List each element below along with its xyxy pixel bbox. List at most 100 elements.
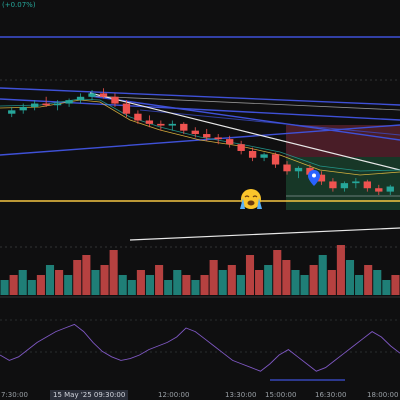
volume-bar[interactable] xyxy=(291,270,300,295)
candle-body[interactable] xyxy=(157,123,165,126)
volume-bar[interactable] xyxy=(36,275,45,295)
candle-body[interactable] xyxy=(76,96,85,101)
candle-body[interactable] xyxy=(375,188,383,192)
candle-body[interactable] xyxy=(306,167,314,175)
time-label-3: 12:00:00 xyxy=(158,391,190,399)
time-label-1: 7:30:00 xyxy=(1,391,28,399)
candle-body[interactable] xyxy=(111,96,119,104)
volume-bar[interactable] xyxy=(164,280,173,295)
candle-body[interactable] xyxy=(99,93,108,97)
volume-bar[interactable] xyxy=(300,275,309,295)
candle-body[interactable] xyxy=(329,181,337,189)
volume-bar[interactable] xyxy=(155,265,164,295)
volume-bar[interactable] xyxy=(218,270,227,295)
candle-body[interactable] xyxy=(363,181,371,189)
trendline-blue-1[interactable] xyxy=(0,87,400,106)
volume-bar[interactable] xyxy=(173,270,182,295)
volume-bar[interactable] xyxy=(191,280,200,295)
time-label-6: 16:30:00 xyxy=(315,391,347,399)
candle-body[interactable] xyxy=(191,130,199,135)
loudly-crying-face-icon xyxy=(240,189,262,209)
candle-body[interactable] xyxy=(271,154,280,165)
volume-bar[interactable] xyxy=(136,270,145,295)
volume-bar[interactable] xyxy=(327,270,336,295)
volume-bar[interactable] xyxy=(9,275,18,295)
volume-bar[interactable] xyxy=(145,275,155,295)
short-zone-rect[interactable] xyxy=(286,125,400,157)
candle-body[interactable] xyxy=(168,123,176,126)
candle-body[interactable] xyxy=(180,123,188,131)
volume-bar[interactable] xyxy=(64,275,73,295)
candle-body[interactable] xyxy=(248,150,257,158)
candle-body[interactable] xyxy=(8,110,16,114)
volume-bar[interactable] xyxy=(45,265,55,295)
volume-bar[interactable] xyxy=(27,280,36,295)
candle-body[interactable] xyxy=(294,167,303,172)
volume-bar[interactable] xyxy=(373,270,382,295)
candle-body[interactable] xyxy=(283,164,291,172)
trendline-white-2[interactable] xyxy=(89,95,400,111)
volume-bar[interactable] xyxy=(318,255,327,295)
volume-bar[interactable] xyxy=(336,245,345,295)
volume-bar[interactable] xyxy=(282,260,291,295)
candle-body[interactable] xyxy=(88,93,96,97)
volume-bar[interactable] xyxy=(73,260,82,295)
candle-body[interactable] xyxy=(42,103,50,106)
candle-body[interactable] xyxy=(237,144,245,151)
volume-bar[interactable] xyxy=(227,265,236,295)
volume-bar[interactable] xyxy=(345,260,355,295)
candle-body[interactable] xyxy=(386,186,394,192)
candle-body[interactable] xyxy=(317,174,326,182)
candle-body[interactable] xyxy=(145,120,154,124)
trendline-white-1[interactable] xyxy=(89,92,400,171)
rsi-line xyxy=(0,323,400,372)
volume-bar[interactable] xyxy=(355,275,364,295)
time-label-5: 15:00:00 xyxy=(265,391,297,399)
trendline-blue-5[interactable] xyxy=(139,109,400,136)
candle-body[interactable] xyxy=(122,103,131,114)
candle-body[interactable] xyxy=(134,113,142,121)
volume-bar[interactable] xyxy=(100,265,109,295)
candle-body[interactable] xyxy=(352,181,360,184)
volume-bar[interactable] xyxy=(209,260,218,295)
time-axis[interactable]: 7:30:00 15 May '25 09:30:00 12:00:00 13:… xyxy=(0,390,400,400)
volume-bar[interactable] xyxy=(273,250,282,295)
volume-bar[interactable] xyxy=(82,255,91,295)
trendline-blue-3[interactable] xyxy=(89,95,400,141)
candle-body[interactable] xyxy=(31,103,39,107)
volume-bar[interactable] xyxy=(236,275,245,295)
time-label-selected-date[interactable]: 15 May '25 09:30:00 xyxy=(50,390,129,400)
candle-body[interactable] xyxy=(203,134,211,138)
volume-bar[interactable] xyxy=(109,250,118,295)
candle-body[interactable] xyxy=(260,154,268,158)
volume-bar[interactable] xyxy=(0,280,9,295)
volume-bar[interactable] xyxy=(127,280,136,295)
moving-average-2[interactable] xyxy=(0,98,400,172)
map-pin-marker-icon[interactable] xyxy=(308,170,320,186)
volume-bar[interactable] xyxy=(91,270,100,295)
candlestick-series xyxy=(8,88,394,195)
candle-body[interactable] xyxy=(214,137,222,140)
volume-bar[interactable] xyxy=(245,255,255,295)
volume-bar[interactable] xyxy=(391,275,400,295)
price-change-percent: (+0.07%) xyxy=(2,1,36,9)
candle-body[interactable] xyxy=(226,139,234,145)
candle-body[interactable] xyxy=(53,103,62,106)
moving-average-1[interactable] xyxy=(0,99,400,176)
volume-bar[interactable] xyxy=(200,275,209,295)
candle-body[interactable] xyxy=(340,183,349,189)
candle-body[interactable] xyxy=(65,100,73,104)
volume-bar[interactable] xyxy=(182,275,191,295)
volume-bar[interactable] xyxy=(255,270,264,295)
volume-bar[interactable] xyxy=(382,280,391,295)
time-label-4: 13:30:00 xyxy=(225,391,257,399)
volume-bar[interactable] xyxy=(118,275,127,295)
volume-bar[interactable] xyxy=(55,270,64,295)
volume-bar[interactable] xyxy=(364,265,373,295)
volume-bar[interactable] xyxy=(309,265,318,295)
candle-body[interactable] xyxy=(19,106,27,111)
trendline-white-3[interactable] xyxy=(129,227,400,241)
volume-bar[interactable] xyxy=(18,270,27,295)
volume-bar[interactable] xyxy=(264,265,273,295)
